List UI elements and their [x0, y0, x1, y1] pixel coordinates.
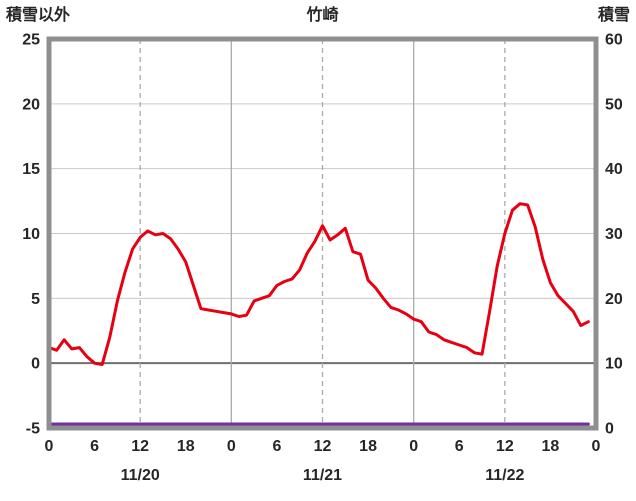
right-tick-label: 30 — [605, 226, 623, 243]
hour-tick-label: 18 — [359, 438, 377, 455]
left-tick-label: 10 — [22, 226, 40, 243]
left-axis-title: 積雪以外 — [6, 7, 71, 24]
hour-tick-label: 0 — [409, 438, 418, 455]
left-tick-label: 15 — [22, 161, 40, 178]
temperature-line — [47, 202, 590, 366]
left-tick-label: 0 — [31, 356, 40, 373]
hour-tick-label: 0 — [227, 438, 236, 455]
hour-tick-label: 12 — [314, 438, 332, 455]
right-tick-label: 0 — [605, 421, 614, 438]
left-tick-label: 25 — [22, 32, 40, 49]
date-label: 11/22 — [485, 467, 524, 484]
hour-tick-label: 0 — [45, 438, 54, 455]
right-tick-label: 50 — [605, 96, 623, 113]
date-label: 11/21 — [303, 467, 342, 484]
left-tick-label: 20 — [22, 96, 40, 113]
right-tick-label: 20 — [605, 291, 623, 308]
hour-tick-label: 6 — [90, 438, 99, 455]
hour-tick-label: 18 — [177, 438, 195, 455]
hour-tick-label: 6 — [272, 438, 281, 455]
right-tick-label: 40 — [605, 161, 623, 178]
date-label: 11/20 — [121, 467, 160, 484]
plot-frame — [46, 36, 599, 431]
right-tick-label: 60 — [605, 32, 623, 49]
hour-tick-label: 0 — [592, 438, 601, 455]
hour-tick-label: 6 — [455, 438, 464, 455]
left-tick-label: -5 — [26, 421, 40, 438]
right-axis-title: 積雪 — [597, 7, 630, 24]
hour-tick-label: 12 — [131, 438, 149, 455]
right-tick-label: 10 — [605, 356, 623, 373]
hour-tick-label: 18 — [542, 438, 560, 455]
hour-tick-label: 12 — [496, 438, 514, 455]
station-title: 竹崎 — [306, 7, 339, 24]
left-tick-label: 5 — [31, 291, 40, 308]
